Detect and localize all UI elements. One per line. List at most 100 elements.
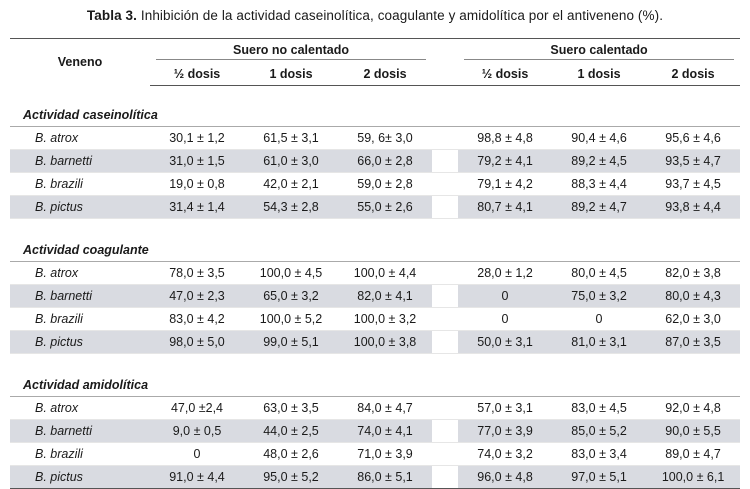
value-cell: 97,0 ± 5,1 — [552, 465, 647, 489]
value-cell: 80,0 ± 4,3 — [646, 284, 741, 308]
species-cell: B. brazili — [10, 172, 150, 196]
value-cell: 0 — [552, 307, 647, 331]
value-cell: 98,0 ± 5,0 — [150, 330, 244, 354]
value-cell: 78,0 ± 3,5 — [150, 261, 244, 285]
group-no-calentado-label: Suero no calentado — [156, 43, 427, 60]
value-cell: 89,2 ± 4,7 — [552, 195, 647, 219]
subcol-header: 1 dosis — [552, 63, 647, 86]
table-row: B. brazili 19,0 ± 0,8 42,0 ± 2,1 59,0 ± 2,8… — [10, 172, 741, 196]
value-cell: 31,0 ± 1,5 — [150, 149, 244, 173]
value-cell: 0 — [458, 284, 553, 308]
header-group-no-calentado: Suero no calentado — [150, 38, 433, 63]
value-cell: 54,3 ± 2,8 — [244, 195, 338, 219]
column-gap — [432, 261, 459, 285]
value-cell: 82,0 ± 4,1 — [338, 284, 433, 308]
value-cell: 28,0 ± 1,2 — [458, 261, 553, 285]
value-cell: 55,0 ± 2,6 — [338, 195, 433, 219]
value-cell: 98,8 ± 4,8 — [458, 126, 553, 150]
value-cell: 61,5 ± 3,1 — [244, 126, 338, 150]
species-cell: B. atrox — [10, 396, 150, 420]
column-gap — [432, 195, 459, 219]
value-cell: 19,0 ± 0,8 — [150, 172, 244, 196]
value-cell: 80,0 ± 4,5 — [552, 261, 647, 285]
row-spacer — [10, 354, 740, 375]
value-cell: 57,0 ± 3,1 — [458, 396, 553, 420]
value-cell: 100,0 ± 3,2 — [338, 307, 433, 331]
subcol-header: ½ dosis — [150, 63, 244, 86]
value-cell: 59,0 ± 2,8 — [338, 172, 433, 196]
table-row: B. brazili 0 48,0 ± 2,6 71,0 ± 3,9 74,0 ± 3,… — [10, 442, 741, 466]
column-gap — [432, 172, 459, 196]
section-title: Actividad coagulante — [10, 239, 741, 262]
column-gap — [432, 396, 459, 420]
value-cell: 77,0 ± 3,9 — [458, 419, 553, 443]
value-cell: 100,0 ± 3,8 — [338, 330, 433, 354]
value-cell: 66,0 ± 2,8 — [338, 149, 433, 173]
value-cell: 44,0 ± 2,5 — [244, 419, 338, 443]
value-cell: 48,0 ± 2,6 — [244, 442, 338, 466]
value-cell: 91,0 ± 4,4 — [150, 465, 244, 489]
value-cell: 99,0 ± 5,1 — [244, 330, 338, 354]
value-cell: 81,0 ± 3,1 — [552, 330, 647, 354]
table-row: B. atrox 47,0 ±2,4 63,0 ± 3,5 84,0 ± 4,7 57,… — [10, 396, 741, 420]
value-cell: 71,0 ± 3,9 — [338, 442, 433, 466]
species-cell: B. brazili — [10, 442, 150, 466]
value-cell: 61,0 ± 3,0 — [244, 149, 338, 173]
subcol-header: 2 dosis — [646, 63, 741, 86]
value-cell: 100,0 ± 5,2 — [244, 307, 338, 331]
column-gap — [432, 330, 459, 354]
column-gap — [432, 149, 459, 173]
section-title: Actividad caseinolítica — [10, 104, 741, 127]
header-spacer — [432, 63, 459, 86]
species-cell: B. pictus — [10, 465, 150, 489]
species-cell: B. pictus — [10, 195, 150, 219]
value-cell: 92,0 ± 4,8 — [646, 396, 741, 420]
value-cell: 79,1 ± 4,2 — [458, 172, 553, 196]
value-cell: 47,0 ±2,4 — [150, 396, 244, 420]
value-cell: 86,0 ± 5,1 — [338, 465, 433, 489]
caption-label: Tabla 3. — [86, 8, 137, 23]
row-spacer — [10, 86, 740, 105]
species-cell: B. barnetti — [10, 419, 150, 443]
value-cell: 83,0 ± 3,4 — [552, 442, 647, 466]
header-group-calentado: Suero calentado — [458, 38, 741, 63]
value-cell: 74,0 ± 3,2 — [458, 442, 553, 466]
value-cell: 100,0 ± 4,5 — [244, 261, 338, 285]
species-cell: B. atrox — [10, 126, 150, 150]
table-row: B. barnetti 31,0 ± 1,5 61,0 ± 3,0 66,0 ± 2,… — [10, 149, 741, 173]
value-cell: 100,0 ± 6,1 — [646, 465, 741, 489]
value-cell: 42,0 ± 2,1 — [244, 172, 338, 196]
value-cell: 0 — [150, 442, 244, 466]
value-cell: 65,0 ± 3,2 — [244, 284, 338, 308]
value-cell: 88,3 ± 4,4 — [552, 172, 647, 196]
column-gap — [432, 307, 459, 331]
table-row: B. atrox 30,1 ± 1,2 61,5 ± 3,1 59, 6± 3,0 98… — [10, 126, 741, 150]
header-spacer — [432, 38, 459, 63]
value-cell: 62,0 ± 3,0 — [646, 307, 741, 331]
column-gap — [432, 126, 459, 150]
section-title: Actividad amidolítica — [10, 374, 741, 397]
species-cell: B. brazili — [10, 307, 150, 331]
value-cell: 95,0 ± 5,2 — [244, 465, 338, 489]
value-cell: 83,0 ± 4,5 — [552, 396, 647, 420]
column-gap — [432, 284, 459, 308]
subcol-header: 1 dosis — [244, 63, 338, 86]
row-spacer — [10, 219, 740, 240]
caption-text: Inhibición de la actividad caseinolítica… — [140, 8, 664, 23]
species-cell: B. pictus — [10, 330, 150, 354]
table-row: B. barnetti 9,0 ± 0,5 44,0 ± 2,5 74,0 ± 4,1… — [10, 419, 741, 443]
value-cell: 93,7 ± 4,5 — [646, 172, 741, 196]
value-cell: 80,7 ± 4,1 — [458, 195, 553, 219]
value-cell: 9,0 ± 0,5 — [150, 419, 244, 443]
column-gap — [432, 419, 459, 443]
value-cell: 50,0 ± 3,1 — [458, 330, 553, 354]
value-cell: 90,0 ± 5,5 — [646, 419, 741, 443]
value-cell: 83,0 ± 4,2 — [150, 307, 244, 331]
table-row: B. pictus 98,0 ± 5,0 99,0 ± 5,1 100,0 ± 3,8… — [10, 330, 741, 354]
value-cell: 75,0 ± 3,2 — [552, 284, 647, 308]
value-cell: 89,0 ± 4,7 — [646, 442, 741, 466]
value-cell: 79,2 ± 4,1 — [458, 149, 553, 173]
value-cell: 100,0 ± 4,4 — [338, 261, 433, 285]
column-gap — [432, 465, 459, 489]
value-cell: 0 — [458, 307, 553, 331]
